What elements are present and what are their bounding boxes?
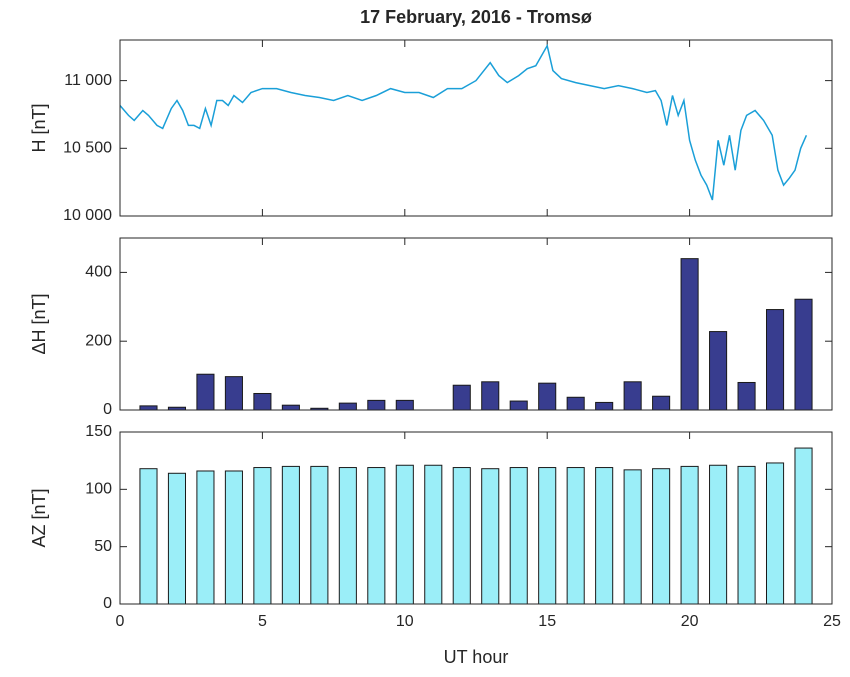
bar	[794, 298, 813, 411]
bar	[652, 468, 671, 605]
plot-area	[120, 40, 832, 216]
x-tick-label: 15	[538, 613, 556, 630]
x-tick-label: 10	[396, 613, 414, 630]
bar	[680, 258, 699, 411]
bar	[310, 465, 329, 605]
bar	[595, 401, 614, 411]
bar	[566, 467, 585, 605]
y-tick-label: 10 000	[63, 207, 112, 224]
bar	[509, 467, 528, 605]
bar	[765, 462, 785, 605]
bar	[367, 467, 386, 605]
bar	[794, 447, 813, 605]
bar	[253, 467, 272, 605]
y-tick-label: 400	[85, 264, 112, 281]
x-tick-label: 20	[681, 613, 699, 630]
bar	[196, 373, 215, 411]
bar	[481, 468, 500, 605]
y-axis-label: ΔH [nT]	[29, 293, 49, 354]
y-tick-label: 50	[94, 538, 112, 555]
bar	[139, 468, 158, 605]
y-tick-label: 10 500	[63, 140, 112, 157]
bar	[709, 331, 728, 411]
plot-frame	[119, 237, 833, 411]
bar	[224, 376, 243, 411]
bar	[395, 464, 414, 605]
chart-title: 17 February, 2016 - Tromsø	[360, 7, 592, 27]
y-tick-label: 0	[103, 401, 112, 418]
bar	[167, 472, 187, 605]
bar	[424, 464, 443, 605]
bar	[395, 399, 414, 411]
bar	[566, 396, 585, 411]
bar	[709, 464, 728, 605]
bar	[224, 470, 243, 605]
bar	[281, 465, 300, 605]
bar	[139, 405, 158, 411]
bar	[281, 404, 300, 411]
y-axis-label: AZ [nT]	[29, 488, 49, 547]
data-line	[119, 43, 808, 201]
bar	[623, 469, 642, 605]
x-axis-label: UT hour	[444, 647, 509, 667]
y-tick-label: 150	[85, 423, 112, 440]
bar	[623, 381, 642, 411]
bar	[509, 400, 528, 411]
bar	[338, 402, 357, 411]
y-tick-label: 200	[85, 332, 112, 349]
bar	[452, 467, 471, 605]
bar	[253, 392, 272, 411]
bar	[652, 395, 671, 411]
bar	[737, 381, 756, 411]
y-tick-label: 0	[103, 595, 112, 612]
bar	[452, 384, 471, 411]
x-tick-label: 5	[258, 613, 267, 630]
x-tick-label: 25	[823, 613, 841, 630]
bar	[367, 399, 386, 411]
y-axis-label: H [nT]	[29, 103, 49, 152]
bar	[765, 309, 785, 411]
x-tick-label: 0	[116, 613, 125, 630]
bar	[538, 467, 557, 605]
bar	[595, 467, 614, 605]
bar	[538, 382, 557, 411]
y-tick-label: 100	[85, 481, 112, 498]
bar	[196, 470, 215, 605]
plot-frame	[119, 39, 833, 217]
bar	[737, 465, 756, 605]
bar	[481, 381, 500, 411]
bar	[680, 465, 699, 605]
plot-frame	[119, 431, 833, 605]
bar	[338, 467, 357, 605]
y-tick-label: 11 000	[64, 72, 112, 89]
